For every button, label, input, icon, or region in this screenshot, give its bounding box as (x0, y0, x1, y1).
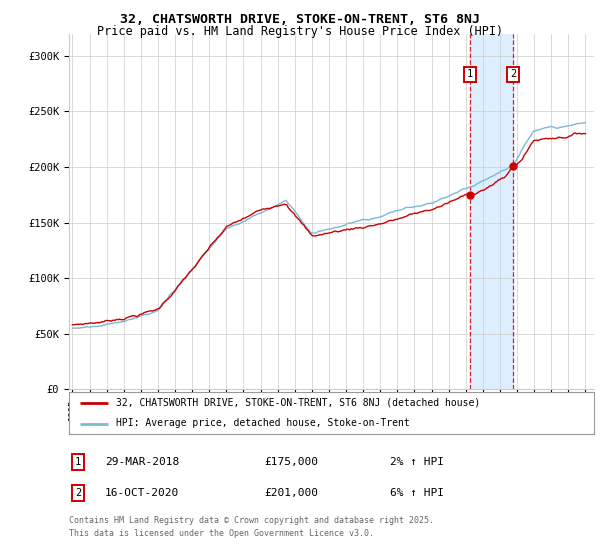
Text: Contains HM Land Registry data © Crown copyright and database right 2025.: Contains HM Land Registry data © Crown c… (69, 516, 434, 525)
Text: £175,000: £175,000 (264, 457, 318, 467)
Text: £201,000: £201,000 (264, 488, 318, 498)
Text: 2: 2 (511, 69, 517, 80)
Text: HPI: Average price, detached house, Stoke-on-Trent: HPI: Average price, detached house, Stok… (116, 418, 410, 428)
Text: 16-OCT-2020: 16-OCT-2020 (105, 488, 179, 498)
Text: 2: 2 (75, 488, 81, 498)
Text: 1: 1 (75, 457, 81, 467)
Text: 1: 1 (467, 69, 473, 80)
Text: 32, CHATSWORTH DRIVE, STOKE-ON-TRENT, ST6 8NJ (detached house): 32, CHATSWORTH DRIVE, STOKE-ON-TRENT, ST… (116, 398, 481, 408)
Text: Price paid vs. HM Land Registry's House Price Index (HPI): Price paid vs. HM Land Registry's House … (97, 25, 503, 38)
Text: 29-MAR-2018: 29-MAR-2018 (105, 457, 179, 467)
Text: 32, CHATSWORTH DRIVE, STOKE-ON-TRENT, ST6 8NJ: 32, CHATSWORTH DRIVE, STOKE-ON-TRENT, ST… (120, 13, 480, 26)
Text: This data is licensed under the Open Government Licence v3.0.: This data is licensed under the Open Gov… (69, 529, 374, 538)
Bar (470, 34, 514, 389)
Text: 2% ↑ HPI: 2% ↑ HPI (390, 457, 444, 467)
Text: 6% ↑ HPI: 6% ↑ HPI (390, 488, 444, 498)
